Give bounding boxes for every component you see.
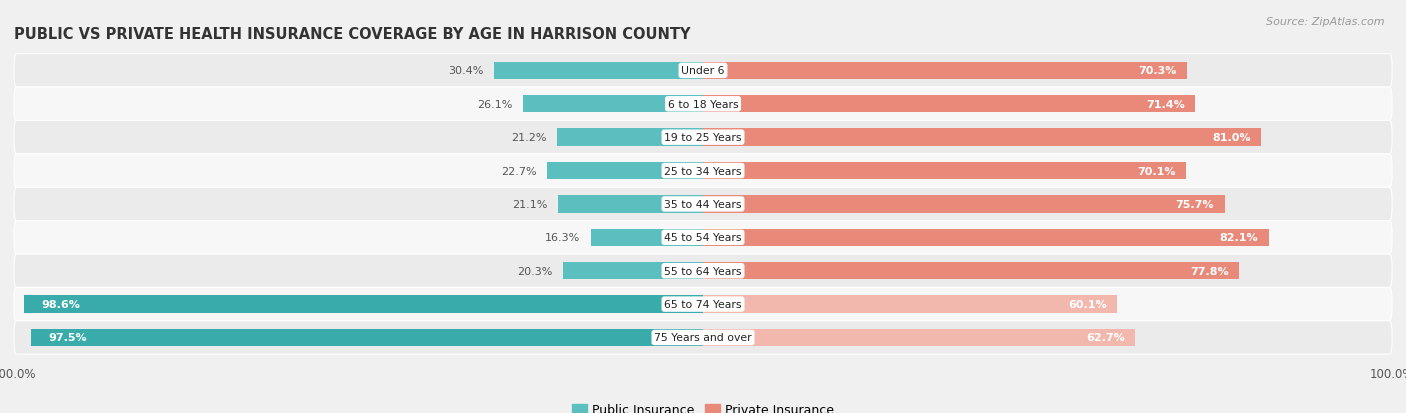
Bar — [703, 162, 1185, 180]
Text: 70.1%: 70.1% — [1137, 166, 1175, 176]
Text: 62.7%: 62.7% — [1085, 333, 1125, 343]
Text: 82.1%: 82.1% — [1219, 233, 1258, 243]
Bar — [494, 62, 703, 80]
Text: 21.2%: 21.2% — [512, 133, 547, 143]
Bar — [703, 262, 1239, 280]
Text: Under 6: Under 6 — [682, 66, 724, 76]
Text: Source: ZipAtlas.com: Source: ZipAtlas.com — [1267, 17, 1385, 26]
Text: 30.4%: 30.4% — [449, 66, 484, 76]
Text: 65 to 74 Years: 65 to 74 Years — [664, 299, 742, 309]
Text: 98.6%: 98.6% — [41, 299, 80, 309]
Text: 19 to 25 Years: 19 to 25 Years — [664, 133, 742, 143]
FancyBboxPatch shape — [14, 121, 1392, 154]
Legend: Public Insurance, Private Insurance: Public Insurance, Private Insurance — [567, 398, 839, 413]
Text: 60.1%: 60.1% — [1069, 299, 1107, 309]
Text: 25 to 34 Years: 25 to 34 Years — [664, 166, 742, 176]
Text: 70.3%: 70.3% — [1139, 66, 1177, 76]
Text: 75 Years and over: 75 Years and over — [654, 333, 752, 343]
Text: 35 to 44 Years: 35 to 44 Years — [664, 199, 742, 209]
Bar — [523, 96, 703, 113]
Text: 16.3%: 16.3% — [546, 233, 581, 243]
FancyBboxPatch shape — [14, 221, 1392, 254]
Bar — [564, 262, 703, 280]
Text: 55 to 64 Years: 55 to 64 Years — [664, 266, 742, 276]
Text: 75.7%: 75.7% — [1175, 199, 1215, 209]
Bar — [703, 296, 1116, 313]
Text: 77.8%: 77.8% — [1189, 266, 1229, 276]
Bar — [591, 229, 703, 247]
Bar — [703, 196, 1225, 213]
Text: 6 to 18 Years: 6 to 18 Years — [668, 100, 738, 109]
Text: 97.5%: 97.5% — [48, 333, 87, 343]
Bar — [31, 329, 703, 347]
Text: PUBLIC VS PRIVATE HEALTH INSURANCE COVERAGE BY AGE IN HARRISON COUNTY: PUBLIC VS PRIVATE HEALTH INSURANCE COVER… — [14, 26, 690, 41]
FancyBboxPatch shape — [14, 154, 1392, 188]
Bar — [703, 62, 1187, 80]
Bar — [547, 162, 703, 180]
FancyBboxPatch shape — [14, 254, 1392, 288]
Bar — [703, 329, 1135, 347]
FancyBboxPatch shape — [14, 55, 1392, 88]
FancyBboxPatch shape — [14, 321, 1392, 354]
FancyBboxPatch shape — [14, 88, 1392, 121]
Text: 45 to 54 Years: 45 to 54 Years — [664, 233, 742, 243]
Text: 26.1%: 26.1% — [478, 100, 513, 109]
Bar — [703, 96, 1195, 113]
FancyBboxPatch shape — [14, 188, 1392, 221]
Bar — [557, 129, 703, 147]
Bar — [703, 229, 1268, 247]
FancyBboxPatch shape — [14, 288, 1392, 321]
Text: 21.1%: 21.1% — [512, 199, 547, 209]
Text: 22.7%: 22.7% — [501, 166, 536, 176]
Bar — [24, 296, 703, 313]
Bar — [703, 129, 1261, 147]
Text: 71.4%: 71.4% — [1146, 100, 1185, 109]
Bar — [558, 196, 703, 213]
Text: 81.0%: 81.0% — [1212, 133, 1251, 143]
Text: 20.3%: 20.3% — [517, 266, 553, 276]
